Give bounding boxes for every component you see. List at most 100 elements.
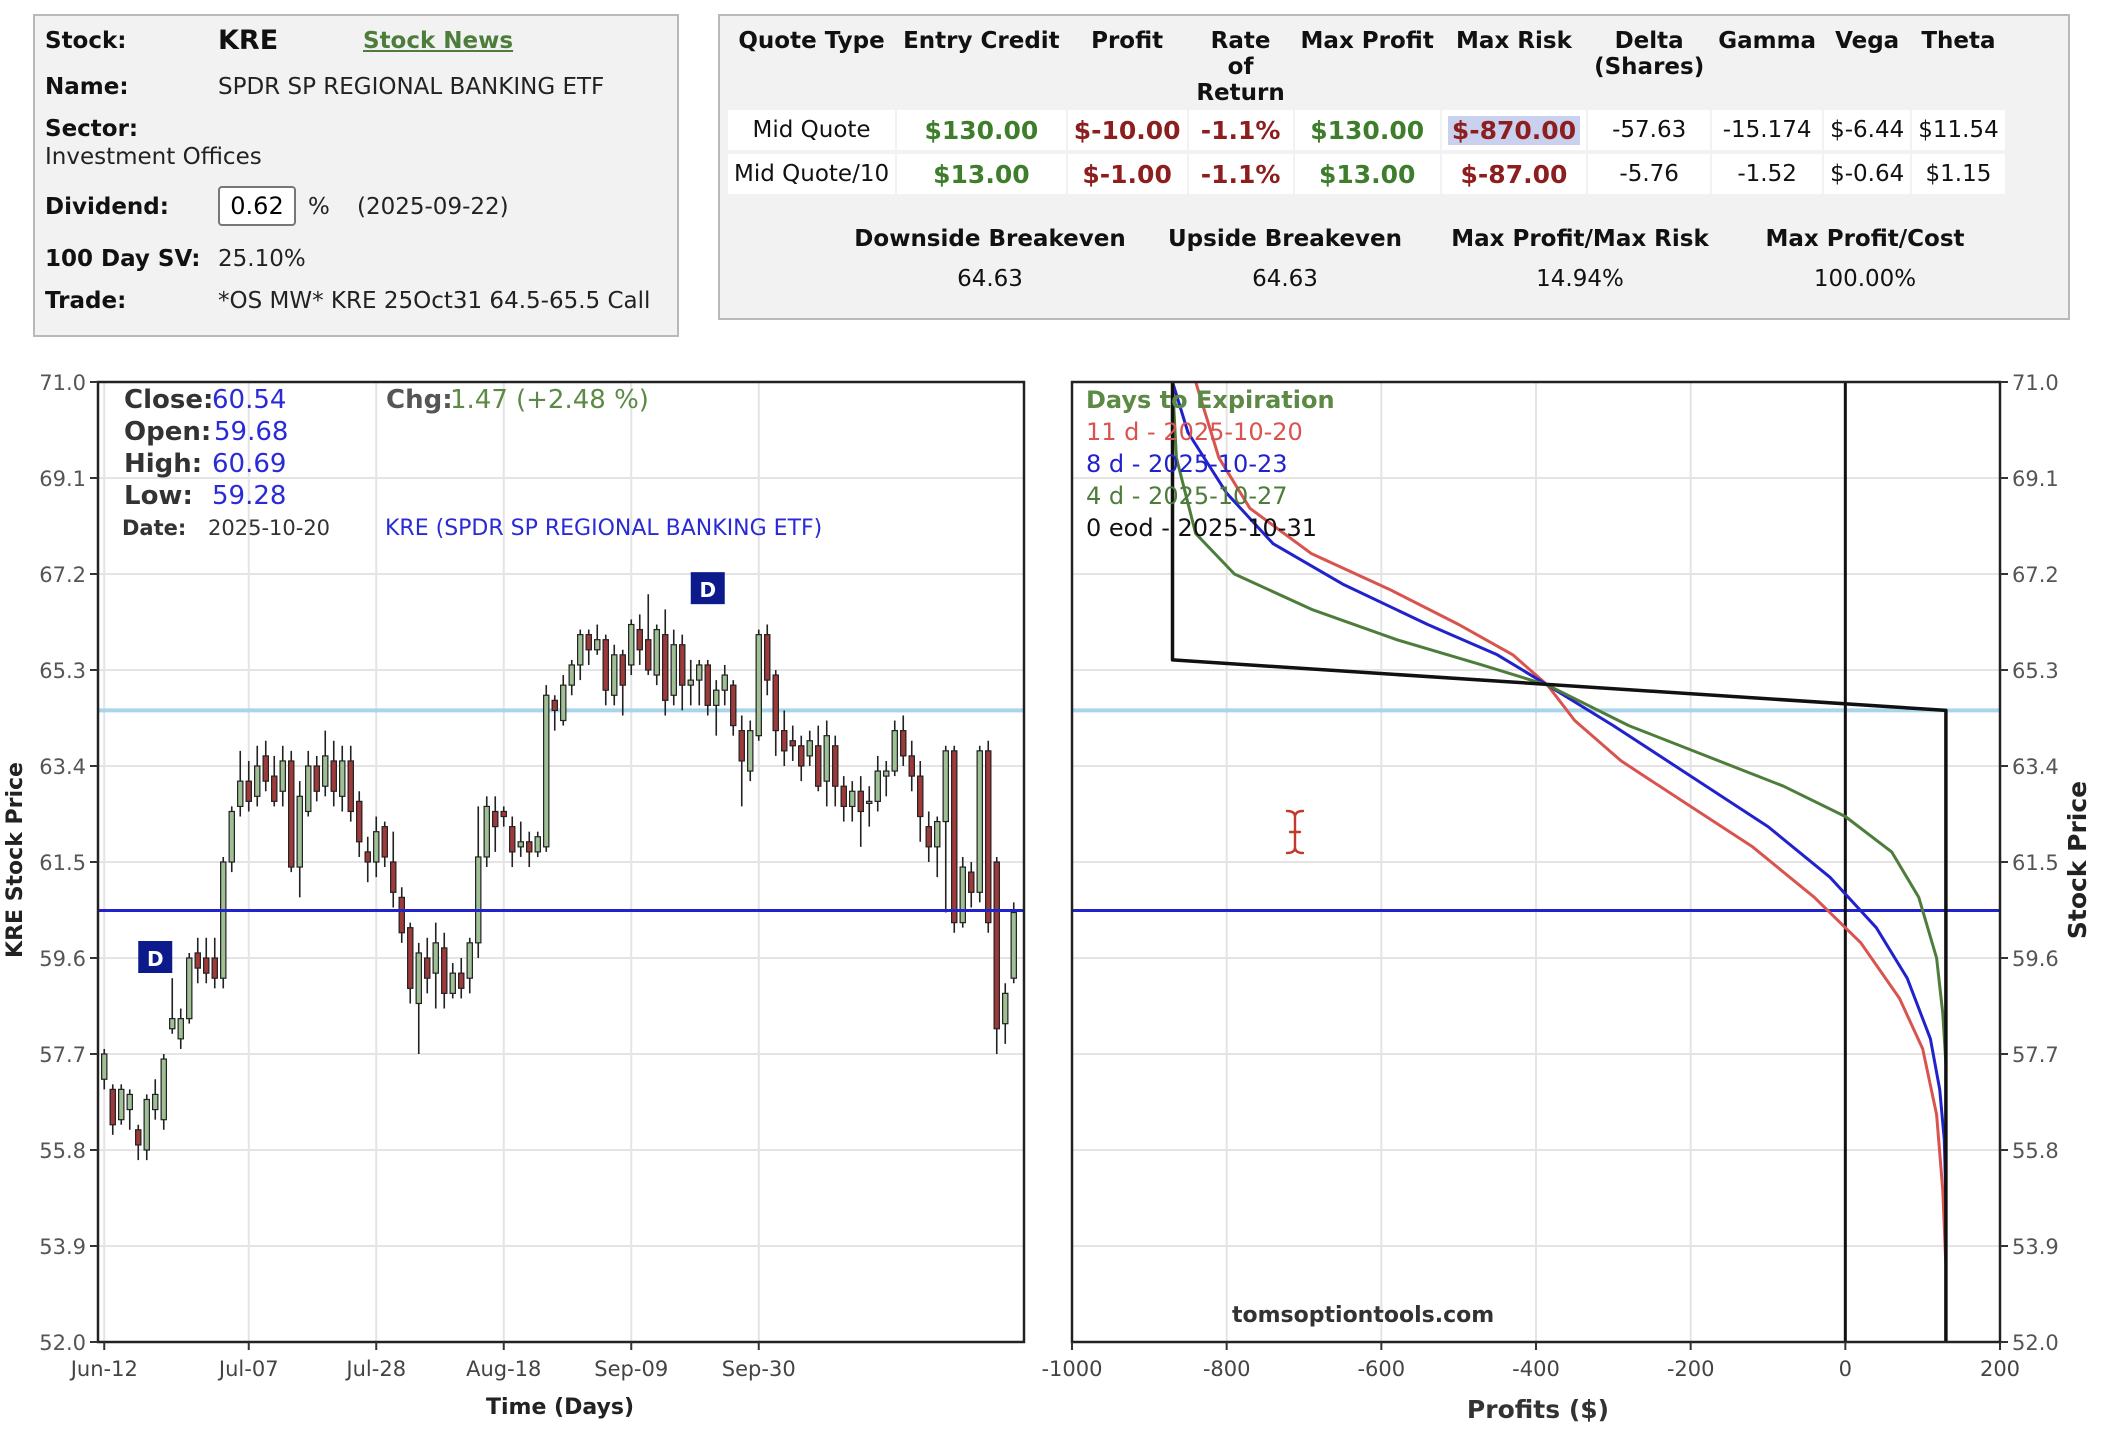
max-profit-max-risk: Max Profit/Max Risk 14.94% xyxy=(1430,226,1730,292)
candle-body xyxy=(305,765,312,813)
candle-body xyxy=(424,957,431,979)
candle xyxy=(373,816,380,878)
candle xyxy=(849,781,856,822)
profit-x-axis-label: Profits ($) xyxy=(1467,1395,1609,1424)
price-x-tick-label: Aug-18 xyxy=(466,1357,541,1381)
price-x-tick-label: Jul-28 xyxy=(344,1357,406,1381)
stock-news-link[interactable]: Stock News xyxy=(363,28,514,54)
col-rate-of-return: Rate of Return xyxy=(1196,28,1285,106)
candle-body xyxy=(237,780,244,808)
candle xyxy=(713,680,720,736)
candle-body xyxy=(492,810,499,828)
cell-entry-credit: $130.00 xyxy=(897,110,1066,150)
candle xyxy=(203,937,210,984)
dividend-marker-box xyxy=(138,941,173,973)
candle-body xyxy=(806,740,813,757)
candle xyxy=(568,659,575,696)
dividend-input[interactable] xyxy=(218,186,296,226)
cell-gamma: -1.52 xyxy=(1712,154,1823,194)
candle xyxy=(781,710,788,766)
price-y-tick-label: 69.1 xyxy=(39,467,86,491)
candle xyxy=(279,745,286,807)
candle-body xyxy=(415,952,422,1005)
profit-y-tick-label: 69.1 xyxy=(2012,467,2059,491)
price-y-ticks: 71.0 69.1 67.2 65.3 63.4 61.5 59.6 57.7 55.8 53.9… xyxy=(39,371,98,1355)
chg-percent: (+2.48 %) xyxy=(516,385,649,415)
candle xyxy=(101,1048,108,1090)
col-max-profit: Max Profit xyxy=(1300,28,1434,54)
open-label: Open: xyxy=(124,417,211,447)
profit-curve-0 xyxy=(1194,381,1948,1267)
candle xyxy=(526,831,533,868)
cell-delta: -57.63 xyxy=(1588,110,1711,150)
price-x-tick-label: Jul-07 xyxy=(217,1357,279,1381)
candle-body xyxy=(390,861,397,893)
candle-body xyxy=(441,947,448,994)
candle xyxy=(415,942,422,1054)
candle xyxy=(347,745,354,822)
col-profit: Profit xyxy=(1091,28,1164,54)
close-label: Close: xyxy=(124,385,213,415)
candle xyxy=(381,821,388,868)
price-history-chart[interactable]: DD 71.069.167.265.363.461.559.657.755.85… xyxy=(0,360,1040,1440)
expiration-legend: Days to Expiration 11 d - 2025-10-20 8 d… xyxy=(1086,386,1335,542)
candle xyxy=(934,816,941,878)
cell-max-risk: $-87.00 xyxy=(1441,154,1587,194)
price-y-tick-label: 71.0 xyxy=(39,371,86,395)
candle-body xyxy=(458,972,465,989)
candle xyxy=(942,745,949,913)
candle-body xyxy=(670,644,677,696)
candle-body xyxy=(118,1088,125,1121)
profit-y-tick-label: 57.7 xyxy=(2012,1043,2059,1067)
profit-y-tick-label: 67.2 xyxy=(2012,563,2059,587)
candle-body xyxy=(279,760,286,792)
profit-x-tick-label: -800 xyxy=(1203,1357,1251,1381)
sv-value: 25.10% xyxy=(218,246,306,272)
candle xyxy=(271,755,278,807)
candle xyxy=(296,781,303,898)
candle xyxy=(458,958,465,999)
upside-breakeven: Upside Breakeven 64.63 xyxy=(1140,226,1430,292)
candle-body xyxy=(534,836,541,853)
col-gamma: Gamma xyxy=(1718,28,1817,54)
cell-rate-of-return: -1.1% xyxy=(1188,154,1293,194)
candle-body xyxy=(177,1018,184,1040)
candle xyxy=(900,715,907,766)
candle xyxy=(109,1084,116,1135)
profit-y-tick-label: 53.9 xyxy=(2012,1235,2059,1259)
candle xyxy=(925,811,932,862)
candle xyxy=(135,1124,142,1161)
candle xyxy=(772,670,779,756)
candle xyxy=(500,806,507,827)
candle-body xyxy=(1002,992,1009,1025)
candle-body xyxy=(696,664,703,681)
candle-body xyxy=(186,957,193,1020)
price-y-tick-label: 67.2 xyxy=(39,563,86,587)
candle xyxy=(118,1084,125,1125)
candle-body xyxy=(687,679,694,686)
price-x-tick-label: Jun-12 xyxy=(69,1357,138,1381)
dividend-marker[interactable]: D xyxy=(138,941,173,973)
candle xyxy=(721,664,728,706)
profit-loss-chart[interactable]: 71.0 69.1 67.2 65.3 63.4 61.5 59.6 57.7 55.8 53.9… xyxy=(1040,360,2106,1440)
dividend-marker[interactable]: D xyxy=(690,572,725,605)
candle xyxy=(619,649,626,716)
chg-value: 1.47 xyxy=(450,385,508,415)
price-y-tick-label: 55.8 xyxy=(39,1139,86,1163)
high-label: High: xyxy=(124,449,202,479)
candle xyxy=(288,750,295,873)
candle xyxy=(696,659,703,706)
candle xyxy=(883,760,890,797)
downside-breakeven-label: Downside Breakeven xyxy=(854,226,1126,252)
candle-body xyxy=(432,942,439,974)
candle-body xyxy=(194,952,201,969)
cell-entry-credit: $13.00 xyxy=(897,154,1066,194)
candle xyxy=(891,720,898,777)
max-profit-cost-value: 100.00% xyxy=(1813,266,1917,292)
candle xyxy=(755,629,762,741)
candle-body xyxy=(628,623,635,666)
candle xyxy=(806,730,813,766)
candle xyxy=(254,745,261,807)
profit-y-tick-label: 65.3 xyxy=(2012,659,2059,683)
candle xyxy=(143,1094,150,1161)
